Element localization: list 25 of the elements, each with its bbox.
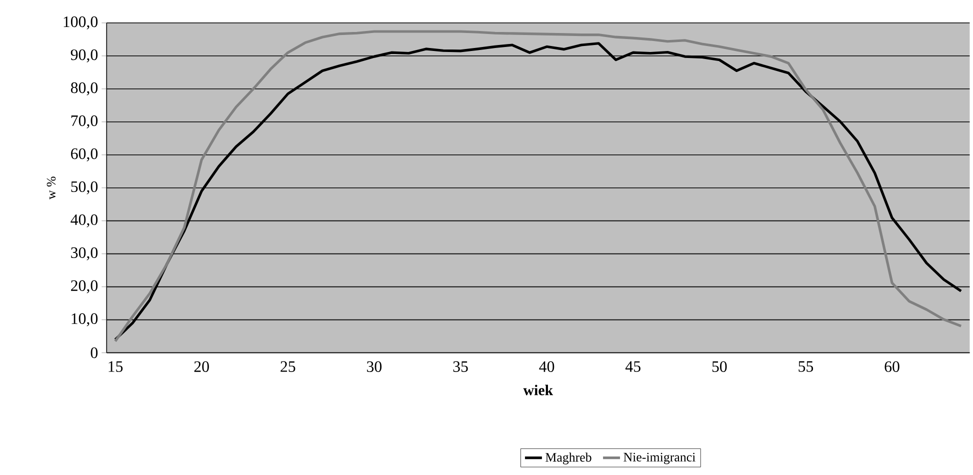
x-tick-label: 30 [367, 361, 382, 372]
y-tick-label: 70,0 [71, 115, 98, 128]
y-tick-label: 60,0 [71, 148, 98, 162]
y-tick-label: 80,0 [70, 82, 98, 96]
x-tick-label: 15 [108, 361, 123, 372]
y-tick-label: 30,0 [71, 247, 98, 260]
x-tick-label: 45 [625, 361, 640, 372]
y-tick-label: 40,0 [70, 214, 98, 228]
x-tick-label: 25 [280, 361, 296, 372]
x-axis-title: wiek [523, 384, 554, 396]
y-tick-label: 90,0 [70, 49, 98, 62]
x-tick-label: 20 [194, 361, 209, 372]
x-tick-label: 55 [798, 361, 814, 372]
y-tick-label: 100,0 [64, 16, 98, 30]
y-tick-label: 50,0 [71, 181, 98, 194]
y-tick-label: 0 [90, 347, 98, 358]
y-tick-label: 20,0 [71, 280, 98, 294]
legend-label: Nie-imigranci [624, 452, 696, 464]
x-tick-label: 35 [453, 361, 468, 372]
x-tick-label: 60 [884, 361, 900, 372]
y-tick-label: 10,0 [72, 313, 98, 326]
y-axis-title: w % [46, 176, 56, 200]
legend-label: Maghreb [546, 452, 592, 464]
x-tick-label: 50 [712, 361, 727, 372]
x-tick-label: 40 [539, 361, 554, 372]
